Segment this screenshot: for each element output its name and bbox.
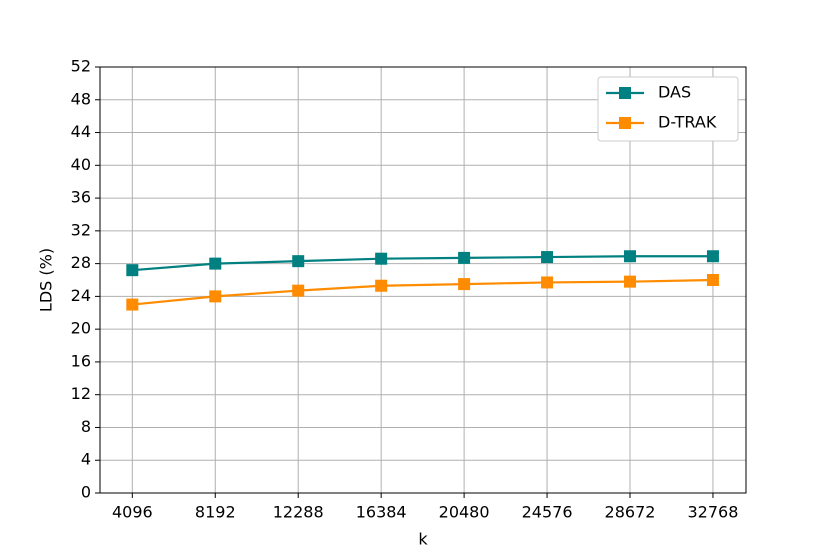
plot-frame [99,66,747,494]
point-marker [541,276,554,289]
point-marker [624,275,637,288]
point-marker [706,250,719,263]
y-tick-label: 4 [81,450,91,469]
x-tick-label: 28672 [605,503,656,522]
point-marker [292,284,305,297]
y-tick-label: 24 [71,286,91,305]
point-marker [209,290,222,303]
x-axis-label: k [418,530,428,549]
x-tick-label: 24576 [522,503,573,522]
point-marker [458,251,471,264]
legend-label: DAS [658,83,691,102]
point-marker [126,264,139,277]
y-tick-label: 52 [71,57,91,76]
point-marker [375,252,388,265]
y-tick-label: 0 [81,483,91,502]
x-tick-label: 20480 [439,503,490,522]
point-marker [624,250,637,263]
point-marker [292,255,305,268]
point-marker [375,279,388,292]
legend-marker [619,117,631,129]
point-marker [126,298,139,311]
y-tick-label: 48 [71,89,91,108]
y-tick-label: 8 [81,417,91,436]
x-tick-label: 32768 [687,503,738,522]
y-axis-label: LDS (%) [37,248,56,312]
point-marker [458,278,471,291]
y-tick-label: 40 [71,155,91,174]
x-tick-label: 12288 [273,503,324,522]
y-tick-label: 28 [71,253,91,272]
legend-label: D-TRAK [658,113,717,132]
y-tick-label: 44 [71,122,91,141]
y-tick-label: 12 [71,384,91,403]
x-tick-label: 16384 [356,503,407,522]
y-tick-label: 36 [71,188,91,207]
y-tick-label: 32 [71,220,91,239]
legend-marker [619,87,631,99]
point-marker [209,257,222,270]
x-tick-label: 4096 [112,503,153,522]
x-tick-label: 8192 [195,503,236,522]
y-tick-label: 16 [71,351,91,370]
series-line [132,278,713,306]
point-marker [706,274,719,286]
y-tick-label: 20 [71,319,91,338]
series-line [132,255,713,272]
point-marker [541,251,554,264]
